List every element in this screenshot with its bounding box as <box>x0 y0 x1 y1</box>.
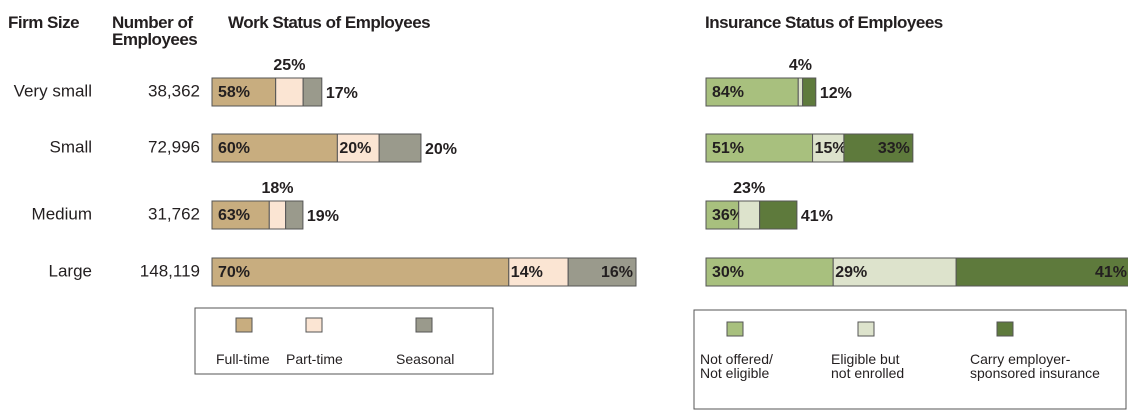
data-label: 51% <box>712 140 744 157</box>
bar-segment <box>832 257 957 287</box>
data-label: 36% <box>712 207 744 224</box>
data-label: 29% <box>835 264 867 281</box>
data-label: 41% <box>1095 264 1127 281</box>
bar-segment <box>797 77 804 107</box>
legend-swatch <box>857 321 875 337</box>
data-label: 15% <box>815 140 847 157</box>
employee-count: 148,119 <box>140 261 200 280</box>
employee-count: 72,996 <box>148 137 200 156</box>
data-label: 63% <box>218 207 250 224</box>
firm-size-header: Firm Size <box>8 13 80 32</box>
legend-label: Eligible but not enrolled <box>831 351 905 381</box>
data-label: 16% <box>601 264 633 281</box>
firm-size-label: Large <box>49 261 92 280</box>
legend-swatch <box>726 321 744 337</box>
data-label: 84% <box>712 84 744 101</box>
legend-label: Full-time <box>216 351 270 367</box>
legend-label: Seasonal <box>396 351 455 367</box>
bar-segment <box>802 77 817 107</box>
data-label: 18% <box>261 180 293 197</box>
bar-segment <box>211 200 270 230</box>
data-label: 58% <box>218 84 250 101</box>
data-label: 20% <box>339 140 371 157</box>
bar-segment <box>378 133 422 163</box>
employees-header: Number of Employees <box>112 13 198 49</box>
bar-segment <box>211 257 510 287</box>
bar-segment <box>302 77 323 107</box>
data-label: 33% <box>878 140 910 157</box>
chart-title: Work Status of Employees <box>228 13 431 32</box>
legend-swatch <box>996 321 1014 337</box>
bar-segment <box>955 257 1128 287</box>
data-label: 60% <box>218 140 250 157</box>
bar-segment <box>336 133 380 163</box>
bar-segment <box>508 257 569 287</box>
data-label: 20% <box>425 141 457 158</box>
bar-segment <box>567 257 637 287</box>
bar-segment <box>705 77 799 107</box>
data-label: 30% <box>712 264 744 281</box>
data-label: 19% <box>307 208 339 225</box>
legend-label: Carry employer-sponsored insurance <box>970 351 1100 381</box>
legend-box <box>194 307 494 375</box>
legend-label: Part-time <box>286 351 343 367</box>
legend-box <box>693 309 1127 410</box>
firm-size-label: Small <box>49 137 92 156</box>
bar-segment <box>759 200 798 230</box>
data-label: 70% <box>218 264 250 281</box>
employee-count: 31,762 <box>148 204 200 223</box>
chart-title: Insurance Status of Employees <box>705 13 943 32</box>
employee-count: 38,362 <box>148 81 200 100</box>
data-label: 23% <box>733 180 765 197</box>
bar-segment <box>268 200 287 230</box>
legend-swatch <box>415 317 433 333</box>
bar-segment <box>285 200 304 230</box>
firm-size-label: Medium <box>32 204 92 223</box>
bar-segment <box>738 200 761 230</box>
legend-swatch <box>235 317 253 333</box>
data-label: 17% <box>326 85 358 102</box>
data-label: 25% <box>273 57 305 74</box>
bar-segment <box>705 257 834 287</box>
legend-swatch <box>305 317 323 333</box>
firm-size-label: Very small <box>14 81 92 100</box>
data-label: 14% <box>511 264 543 281</box>
bar-segment <box>211 133 338 163</box>
legend-label: Not offered/ Not eligible <box>700 351 773 381</box>
data-label: 4% <box>789 57 812 74</box>
data-label: 12% <box>820 85 852 102</box>
bar-segment <box>843 133 914 163</box>
bar-segment <box>275 77 304 107</box>
data-label: 41% <box>801 208 833 225</box>
